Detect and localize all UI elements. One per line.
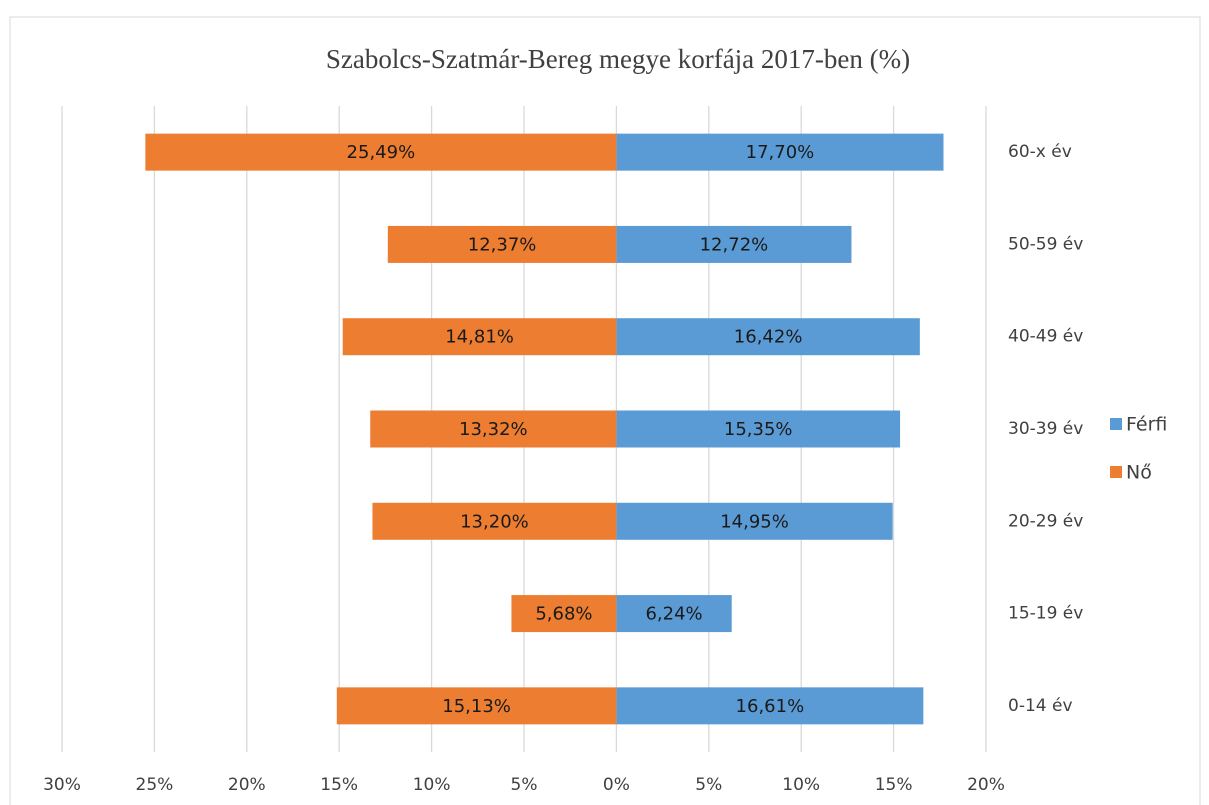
data-label: 13,32%	[459, 419, 528, 440]
x-tick-label: 15%	[320, 775, 358, 795]
bar	[372, 502, 617, 540]
x-tick-label: 25%	[136, 775, 174, 795]
data-label: 16,61%	[736, 696, 805, 717]
bar	[145, 133, 617, 171]
y-tick-label: 30-39 év	[1008, 419, 1083, 439]
x-tick-label: 20%	[967, 775, 1005, 795]
data-label: 25,49%	[347, 142, 416, 163]
data-label: 6,24%	[645, 604, 702, 625]
data-label: 12,72%	[700, 234, 769, 255]
y-tick-label: 40-49 év	[1008, 327, 1083, 347]
bar	[387, 225, 617, 263]
data-label: 13,20%	[460, 511, 529, 532]
data-label: 14,95%	[720, 511, 789, 532]
bar	[336, 687, 617, 725]
x-tick-label: 10%	[782, 775, 820, 795]
bar	[616, 410, 901, 448]
x-tick-label: 20%	[228, 775, 266, 795]
y-tick-label: 60-x év	[1008, 142, 1072, 162]
x-tick-label: 0%	[603, 775, 630, 795]
legend-label: Férfi	[1126, 414, 1167, 436]
x-tick-label: 5%	[511, 775, 538, 795]
bar	[511, 595, 617, 633]
y-tick-label: 15-19 év	[1008, 604, 1083, 624]
y-tick-label: 50-59 év	[1008, 234, 1083, 254]
bar	[616, 133, 944, 171]
data-label: 17,70%	[746, 142, 815, 163]
data-label: 15,13%	[442, 696, 511, 717]
y-tick-label: 20-29 év	[1008, 511, 1083, 531]
chart-title: Szabolcs-Szatmár-Bereg megye korfája 201…	[326, 44, 910, 74]
x-tick-label: 15%	[875, 775, 913, 795]
data-label: 5,68%	[535, 604, 592, 625]
data-label: 14,81%	[445, 327, 514, 348]
bar	[616, 225, 852, 263]
bar	[370, 410, 617, 448]
x-tick-label: 10%	[413, 775, 451, 795]
x-tick-label: 30%	[43, 775, 81, 795]
bar	[616, 502, 893, 540]
data-label: 16,42%	[734, 327, 803, 348]
data-label: 12,37%	[468, 234, 537, 255]
bar	[616, 595, 732, 633]
y-tick-label: 0-14 év	[1008, 696, 1073, 716]
bar	[616, 318, 920, 356]
data-label: 15,35%	[724, 419, 793, 440]
legend-swatch	[1110, 466, 1122, 478]
legend-label: Nő	[1126, 462, 1152, 484]
bar	[616, 687, 924, 725]
x-tick-label: 5%	[695, 775, 722, 795]
legend-swatch	[1110, 418, 1122, 430]
bar	[342, 318, 617, 356]
